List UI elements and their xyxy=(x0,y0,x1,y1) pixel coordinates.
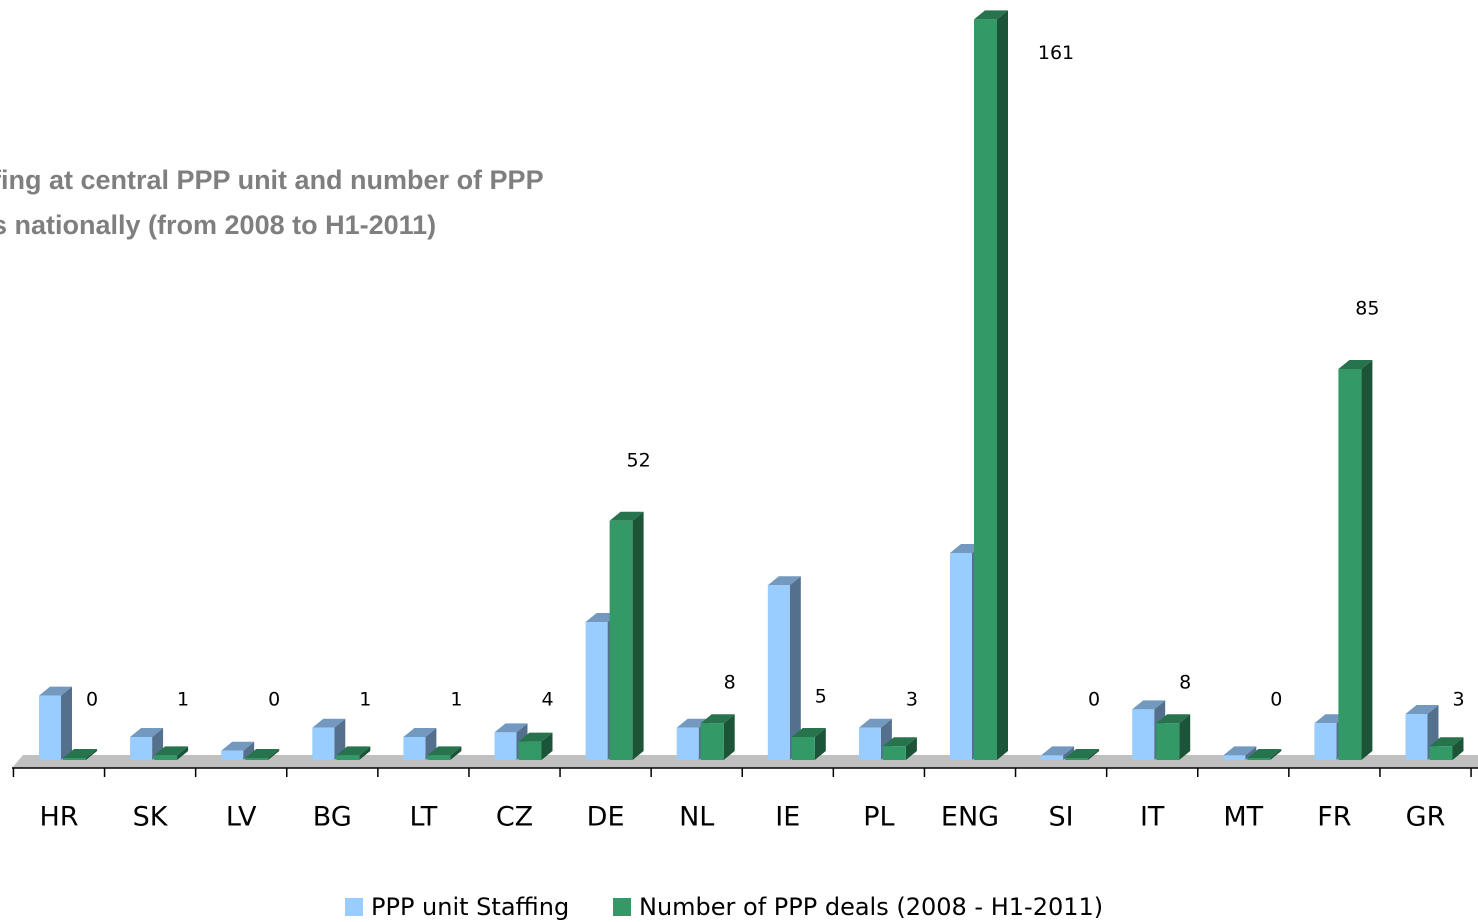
value-label: 161 xyxy=(1038,42,1074,64)
value-label: 1 xyxy=(450,689,462,711)
floor xyxy=(12,755,1478,768)
bar xyxy=(791,728,826,760)
legend-swatch xyxy=(613,898,631,916)
x-tick-label: SI xyxy=(1049,802,1074,833)
value-label: 0 xyxy=(86,689,98,711)
bar xyxy=(609,511,644,760)
value-label: 3 xyxy=(906,689,918,711)
bar xyxy=(154,746,189,760)
bar xyxy=(1223,746,1257,760)
value-label: 1 xyxy=(177,689,189,711)
value-label: 8 xyxy=(1179,672,1191,694)
x-tick-label: ENG xyxy=(941,802,999,833)
bar xyxy=(518,732,553,760)
chart-title: s nationally (from 2008 to H1-2011) xyxy=(0,210,436,240)
value-label: 0 xyxy=(1088,689,1100,711)
bar xyxy=(1065,749,1100,760)
x-tick-label: NL xyxy=(679,802,714,833)
legend-label: PPP unit Staffing xyxy=(371,893,569,921)
bar xyxy=(63,749,97,760)
x-tick-label: MT xyxy=(1223,802,1263,833)
bar xyxy=(130,728,164,760)
x-tick-label: SK xyxy=(133,802,169,833)
bar xyxy=(882,737,917,760)
bar xyxy=(1247,749,1282,760)
bar xyxy=(39,686,72,760)
value-label: 3 xyxy=(1452,689,1464,711)
value-label: 0 xyxy=(268,689,280,711)
value-label: 8 xyxy=(724,672,736,694)
bar xyxy=(1338,360,1373,760)
legend-swatch xyxy=(345,898,363,916)
bar xyxy=(1156,714,1191,760)
x-tick-label: BG xyxy=(313,802,352,833)
bar xyxy=(1041,746,1075,760)
value-label: 5 xyxy=(815,686,827,708)
bar xyxy=(221,741,255,760)
bar xyxy=(767,576,801,760)
value-label: 4 xyxy=(541,689,553,711)
value-label: 52 xyxy=(627,449,651,471)
x-tick-label: DE xyxy=(587,802,625,833)
bar xyxy=(336,746,371,760)
value-label: 85 xyxy=(1355,298,1379,320)
bar xyxy=(245,749,280,760)
bar xyxy=(312,718,346,760)
x-tick-label: PL xyxy=(863,802,894,833)
bar xyxy=(974,10,1008,760)
bar xyxy=(1429,737,1464,760)
x-tick-label: FR xyxy=(1317,802,1351,833)
x-tick-label: IE xyxy=(775,802,800,833)
x-tick-label: CZ xyxy=(496,802,533,833)
value-label: 1 xyxy=(359,689,371,711)
x-tick-label: IT xyxy=(1140,802,1165,833)
x-tick-label: LV xyxy=(226,802,257,833)
bar xyxy=(700,714,735,760)
x-tick-label: HR xyxy=(39,802,78,833)
legend-label: Number of PPP deals (2008 - H1-2011) xyxy=(639,893,1103,921)
bar xyxy=(427,746,462,760)
chart-title: fing at central PPP unit and number of P… xyxy=(0,165,544,195)
x-tick-label: GR xyxy=(1406,802,1446,833)
value-label: 0 xyxy=(1270,689,1282,711)
x-tick-label: LT xyxy=(409,802,437,833)
